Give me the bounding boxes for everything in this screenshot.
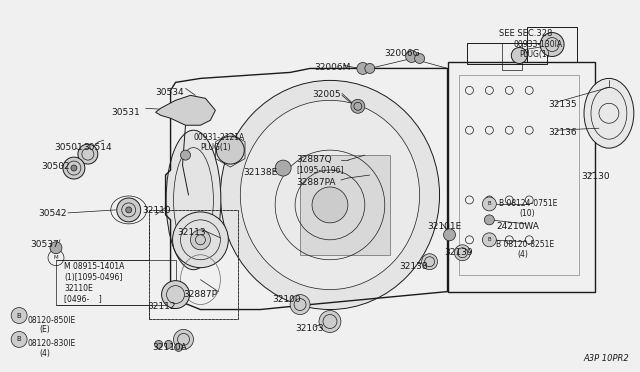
Circle shape: [319, 311, 341, 333]
Text: B: B: [17, 336, 22, 342]
Circle shape: [484, 215, 494, 225]
Text: (1)[1095-0496]: (1)[1095-0496]: [64, 273, 122, 282]
Circle shape: [191, 230, 211, 250]
Circle shape: [116, 198, 141, 222]
Text: 00931-2121A: 00931-2121A: [193, 133, 244, 142]
Text: M: M: [54, 255, 58, 260]
Ellipse shape: [220, 80, 440, 310]
Text: 32887PA: 32887PA: [296, 178, 335, 187]
Text: 32887P: 32887P: [184, 290, 218, 299]
Text: [0496-    ]: [0496- ]: [64, 295, 102, 304]
Ellipse shape: [584, 78, 634, 148]
Text: 32101E: 32101E: [428, 222, 462, 231]
Circle shape: [511, 48, 527, 64]
Circle shape: [180, 150, 191, 160]
Circle shape: [161, 280, 189, 308]
Ellipse shape: [166, 130, 221, 270]
Text: B 08124-0751E: B 08124-0751E: [499, 199, 557, 208]
Circle shape: [422, 254, 438, 270]
Text: 30531: 30531: [111, 108, 140, 117]
Text: 30534: 30534: [156, 89, 184, 97]
Circle shape: [78, 144, 98, 164]
Circle shape: [173, 330, 193, 349]
Circle shape: [415, 54, 424, 64]
Text: 32005: 32005: [312, 90, 340, 99]
Bar: [148, 210, 238, 320]
Text: 32006M: 32006M: [314, 64, 350, 73]
Circle shape: [155, 340, 163, 349]
Polygon shape: [156, 95, 216, 125]
Text: 32136: 32136: [548, 128, 577, 137]
Circle shape: [444, 229, 456, 241]
Text: 24210WA: 24210WA: [497, 222, 540, 231]
Text: B: B: [488, 237, 491, 242]
Text: 32110A: 32110A: [152, 343, 188, 352]
Bar: [56, 260, 175, 305]
Ellipse shape: [240, 100, 420, 290]
Circle shape: [125, 207, 132, 213]
Bar: [447, 62, 595, 292]
Text: (4): (4): [39, 349, 50, 358]
Circle shape: [351, 99, 365, 113]
Text: 30537: 30537: [30, 240, 59, 249]
Circle shape: [357, 62, 369, 74]
Text: B: B: [488, 201, 491, 206]
Circle shape: [11, 331, 27, 347]
Bar: [527, 26, 577, 62]
Text: B 08120-8251E: B 08120-8251E: [497, 240, 554, 249]
Circle shape: [50, 242, 62, 254]
Circle shape: [164, 340, 173, 349]
Text: 32135: 32135: [548, 100, 577, 109]
Text: 30501: 30501: [54, 143, 83, 152]
Bar: [460, 76, 579, 275]
Text: 00933-130IA: 00933-130IA: [513, 39, 563, 49]
Circle shape: [71, 165, 77, 171]
Circle shape: [216, 136, 244, 164]
Circle shape: [540, 33, 564, 57]
Text: 30514: 30514: [83, 143, 111, 152]
Circle shape: [173, 212, 228, 268]
Text: 32006G: 32006G: [385, 48, 420, 58]
Circle shape: [175, 343, 182, 352]
Circle shape: [11, 308, 27, 324]
Text: 32139: 32139: [445, 248, 473, 257]
Text: 32138: 32138: [400, 262, 428, 271]
Text: (4): (4): [517, 250, 528, 259]
Text: PLUG(1): PLUG(1): [200, 143, 231, 152]
Bar: [502, 42, 522, 70]
Text: 30502: 30502: [41, 162, 70, 171]
Text: 32130: 32130: [581, 172, 610, 181]
Circle shape: [312, 187, 348, 223]
Text: (10): (10): [519, 209, 535, 218]
Circle shape: [365, 64, 375, 73]
Text: A3P 10PR2: A3P 10PR2: [583, 355, 629, 363]
Text: M 08915-1401A: M 08915-1401A: [64, 262, 124, 271]
Text: 32100: 32100: [272, 295, 301, 304]
Text: [1095-0196]: [1095-0196]: [296, 165, 344, 174]
Circle shape: [63, 157, 85, 179]
Text: SEE SEC.328: SEE SEC.328: [499, 29, 553, 38]
Text: 32103: 32103: [295, 324, 324, 333]
Text: 32138E: 32138E: [243, 168, 278, 177]
Text: 08120-850IE: 08120-850IE: [27, 315, 76, 324]
Circle shape: [483, 233, 497, 247]
Text: 32110: 32110: [143, 206, 172, 215]
Text: 08120-830IE: 08120-830IE: [27, 339, 76, 349]
Circle shape: [275, 160, 291, 176]
Circle shape: [406, 51, 418, 62]
Text: PLUG(1): PLUG(1): [519, 49, 550, 58]
Text: (E): (E): [39, 326, 50, 334]
Text: 32112: 32112: [148, 302, 176, 311]
Circle shape: [290, 295, 310, 314]
Text: 32110E: 32110E: [64, 283, 93, 293]
Circle shape: [483, 197, 497, 211]
Text: 30542: 30542: [38, 209, 67, 218]
Circle shape: [454, 245, 470, 261]
Bar: [300, 155, 390, 255]
Text: 32887Q: 32887Q: [296, 155, 332, 164]
Bar: [467, 42, 547, 64]
Text: 32113: 32113: [177, 228, 206, 237]
Text: B: B: [17, 312, 22, 318]
